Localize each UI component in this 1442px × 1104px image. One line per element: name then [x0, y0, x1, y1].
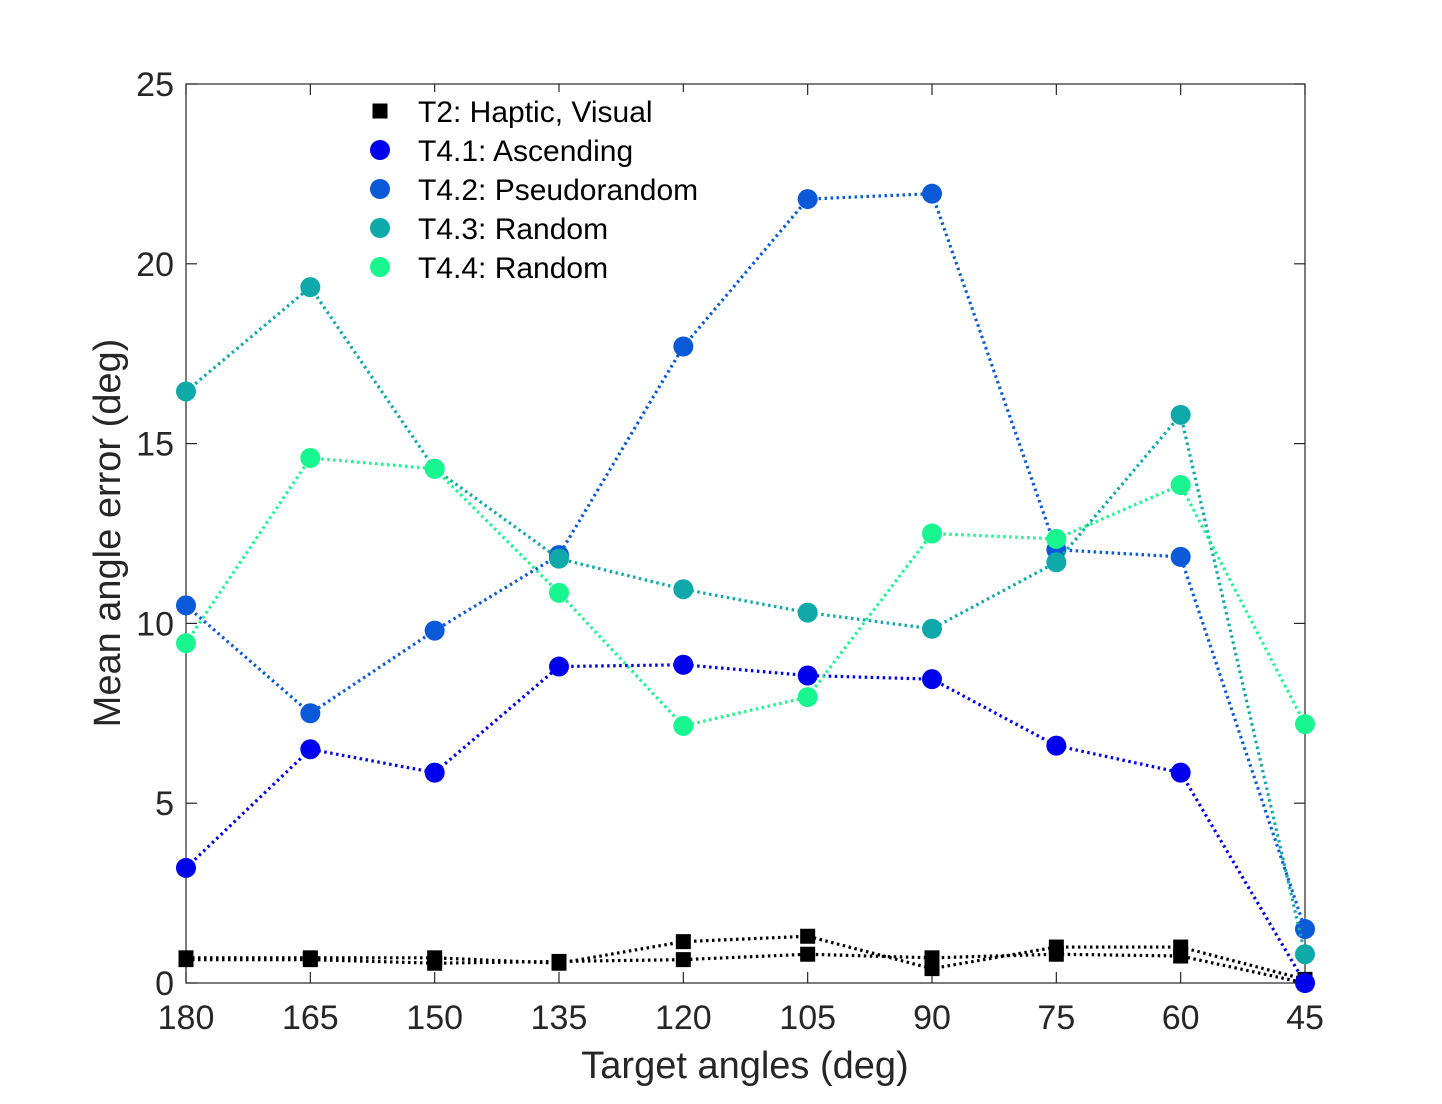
data-point — [551, 953, 567, 969]
data-point — [549, 656, 569, 677]
data-point — [797, 602, 818, 623]
axis-ticks: 180 165 150 135 120 105 90 75 60 45 0 5 10 15 20 25 — [136, 66, 1324, 1037]
x-axis-label: Target angles (deg) — [581, 1045, 908, 1087]
x-tick-label: 135 — [531, 999, 588, 1037]
data-point — [1046, 735, 1067, 756]
x-tick-label: 90 — [913, 999, 951, 1037]
y-tick-label: 25 — [136, 66, 174, 104]
data-point — [300, 739, 321, 760]
series-2 — [176, 654, 1315, 993]
legend-marker — [370, 257, 390, 277]
x-tick-label: 60 — [1162, 999, 1200, 1037]
x-tick-label: 105 — [779, 999, 836, 1037]
data-point — [1046, 528, 1067, 549]
y-tick-label: 15 — [136, 426, 174, 464]
series-line — [186, 934, 1306, 981]
legend-label: T4.4: Random — [418, 252, 608, 285]
data-point — [176, 595, 196, 616]
legend-marker — [370, 179, 390, 199]
data-point — [176, 857, 196, 878]
data-point — [300, 703, 321, 724]
y-axis-label: Mean angle error (deg) — [87, 339, 129, 728]
data-point — [922, 183, 942, 204]
legend-label: T4.3: Random — [418, 213, 608, 246]
series-line — [184, 192, 1307, 930]
data-point — [800, 946, 816, 962]
series-line — [184, 284, 1307, 955]
data-point — [922, 523, 942, 544]
legend-marker — [370, 218, 390, 238]
data-point — [300, 277, 321, 298]
x-tick-label: 120 — [655, 999, 712, 1037]
data-point — [675, 934, 691, 950]
data-point — [176, 381, 196, 402]
series-line — [184, 456, 1307, 728]
plot-area — [185, 83, 1306, 984]
legend-marker — [372, 103, 388, 119]
data-point — [1170, 474, 1191, 495]
data-point — [424, 762, 445, 783]
data-point — [1048, 946, 1064, 962]
series-line — [184, 663, 1307, 984]
legend-box — [362, 92, 730, 290]
x-tick-label: 45 — [1286, 999, 1324, 1037]
y-tick-label: 10 — [136, 605, 174, 643]
data-point — [300, 447, 321, 468]
data-point — [675, 952, 691, 968]
data-series — [176, 183, 1315, 993]
data-point — [549, 548, 569, 569]
data-point — [922, 618, 942, 639]
x-tick-label: 165 — [282, 999, 339, 1037]
data-point — [178, 952, 194, 968]
series-5 — [176, 447, 1315, 736]
data-point — [1046, 552, 1067, 573]
series-1 — [178, 946, 1313, 991]
legend-marker — [370, 140, 390, 160]
legend-label: T4.1: Ascending — [418, 135, 633, 168]
x-tick-label: 150 — [406, 999, 463, 1037]
data-point — [302, 952, 318, 968]
data-point — [922, 669, 942, 690]
legend-label: T4.2: Pseudorandom — [418, 174, 698, 207]
data-point — [797, 189, 818, 210]
series-line — [186, 952, 1306, 985]
x-tick-label: 75 — [1037, 999, 1075, 1037]
x-tick-label: 180 — [158, 999, 215, 1037]
data-point — [797, 687, 818, 708]
data-point — [1295, 714, 1315, 735]
legend-label: T2: Haptic, Visual — [418, 96, 653, 129]
data-point — [1170, 546, 1191, 567]
data-point — [427, 955, 443, 971]
data-point — [1170, 404, 1191, 425]
data-point — [1295, 944, 1315, 965]
y-tick-label: 0 — [155, 965, 174, 1003]
legend: T2: Haptic, Visual T4.1: Ascending T4.2: P… — [362, 92, 730, 290]
y-tick-label: 20 — [136, 246, 174, 284]
data-point — [673, 715, 694, 736]
data-point — [1295, 973, 1315, 993]
data-point — [1170, 762, 1191, 783]
data-point — [673, 654, 694, 675]
data-point — [797, 665, 818, 686]
data-point — [549, 582, 569, 603]
data-point — [424, 458, 445, 479]
data-point — [673, 336, 694, 357]
data-point — [176, 633, 196, 654]
data-point — [673, 579, 694, 600]
y-tick-label: 5 — [155, 785, 174, 823]
data-point — [1173, 948, 1189, 964]
data-point — [800, 928, 816, 944]
data-point — [424, 620, 445, 641]
data-point — [924, 950, 940, 966]
